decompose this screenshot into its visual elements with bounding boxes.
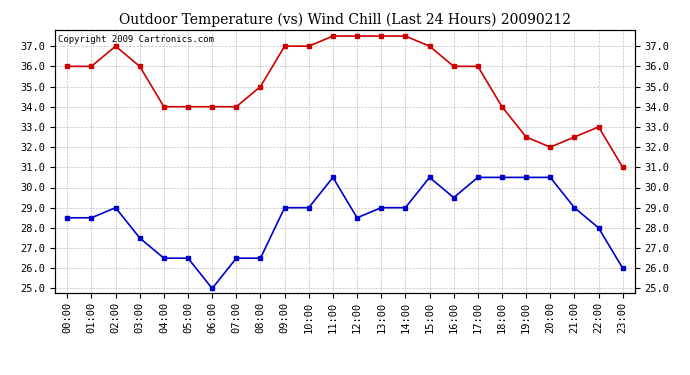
Text: Copyright 2009 Cartronics.com: Copyright 2009 Cartronics.com bbox=[58, 35, 214, 44]
Title: Outdoor Temperature (vs) Wind Chill (Last 24 Hours) 20090212: Outdoor Temperature (vs) Wind Chill (Las… bbox=[119, 13, 571, 27]
